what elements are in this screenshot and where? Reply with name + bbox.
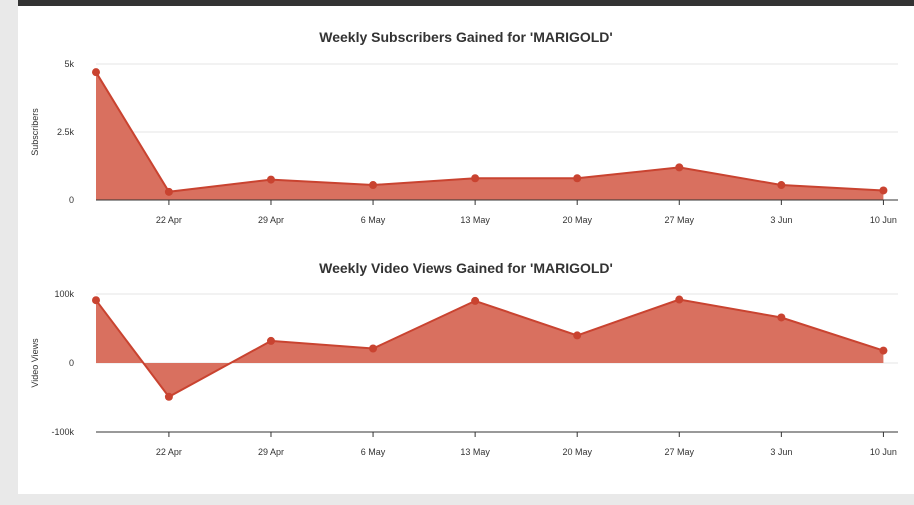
subscribers-y-tick-label: 5k	[64, 59, 74, 69]
video-views-y-axis-label: Video Views	[30, 338, 40, 388]
subscribers-x-tick-label: 10 Jun	[870, 215, 897, 225]
video-views-y-tick-label: -100k	[51, 427, 74, 437]
video-views-x-tick-label: 13 May	[460, 447, 490, 457]
subscribers-data-point[interactable]	[369, 181, 377, 189]
video-views-data-point[interactable]	[165, 393, 173, 401]
subscribers-data-point[interactable]	[777, 181, 785, 189]
video-views-chart-title: Weekly Video Views Gained for 'MARIGOLD'	[18, 260, 914, 276]
subscribers-y-tick-label: 2.5k	[57, 127, 75, 137]
subscribers-data-point[interactable]	[675, 163, 683, 171]
subscribers-x-tick-label: 13 May	[460, 215, 490, 225]
video-views-data-point[interactable]	[777, 313, 785, 321]
video-views-data-point[interactable]	[369, 345, 377, 353]
subscribers-x-tick-label: 3 Jun	[770, 215, 792, 225]
video-views-data-point[interactable]	[573, 331, 581, 339]
subscribers-chart-title: Weekly Subscribers Gained for 'MARIGOLD'	[18, 29, 914, 45]
subscribers-x-tick-label: 27 May	[665, 215, 695, 225]
chart-panel: Weekly Subscribers Gained for 'MARIGOLD'…	[18, 6, 914, 494]
subscribers-data-point[interactable]	[92, 68, 100, 76]
video-views-data-point[interactable]	[675, 296, 683, 304]
subscribers-data-point[interactable]	[267, 176, 275, 184]
subscribers-chart: 0 2.5k 5k Subscribers 22 Apr 29 Apr 6 May 13 Ma…	[18, 60, 914, 240]
subscribers-y-axis-label: Subscribers	[30, 108, 40, 156]
video-views-data-point[interactable]	[471, 297, 479, 305]
subscribers-data-point[interactable]	[879, 186, 887, 194]
video-views-data-point[interactable]	[92, 296, 100, 304]
video-views-x-tick-label: 29 Apr	[258, 447, 284, 457]
video-views-x-tick-label: 6 May	[361, 447, 386, 457]
subscribers-x-tick-label: 22 Apr	[156, 215, 182, 225]
video-views-chart: -100k 0 100k Video Views 22 Apr 29 Apr 6 May 13…	[18, 290, 914, 470]
subscribers-data-point[interactable]	[573, 174, 581, 182]
video-views-y-tick-label: 0	[69, 358, 74, 368]
subscribers-area	[96, 72, 883, 200]
video-views-x-tick-label: 27 May	[665, 447, 695, 457]
video-views-y-tick-label: 100k	[54, 289, 74, 299]
subscribers-x-tick-label: 6 May	[361, 215, 386, 225]
video-views-x-tick-label: 20 May	[562, 447, 592, 457]
video-views-data-point[interactable]	[879, 347, 887, 355]
video-views-x-tick-label: 10 Jun	[870, 447, 897, 457]
subscribers-y-tick-label: 0	[69, 195, 74, 205]
subscribers-x-tick-label: 20 May	[562, 215, 592, 225]
video-views-x-tick-label: 22 Apr	[156, 447, 182, 457]
subscribers-data-point[interactable]	[165, 188, 173, 196]
video-views-data-point[interactable]	[267, 337, 275, 345]
subscribers-x-tick-label: 29 Apr	[258, 215, 284, 225]
subscribers-data-point[interactable]	[471, 174, 479, 182]
video-views-x-tick-label: 3 Jun	[770, 447, 792, 457]
